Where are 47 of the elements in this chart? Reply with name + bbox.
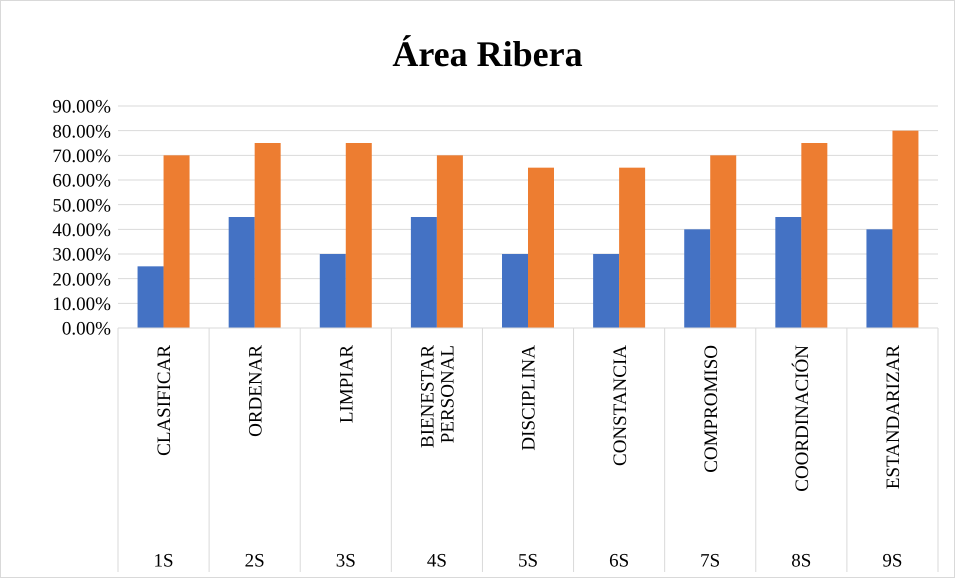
text: 4S [426,550,447,572]
y-tick-label: 80.00% [52,121,112,142]
y-tick-label: 30.00% [52,244,112,266]
text: 8S [791,550,812,572]
bar [138,266,164,328]
x-tick-label: ORDENAR [245,344,266,437]
bar [410,217,437,328]
y-tick-label: 70.00% [52,146,112,167]
x-tick-label: CONSTANCIA [610,344,631,466]
bar [775,217,802,328]
bar [801,143,828,328]
chart-title: Área Ribera [392,34,583,74]
bar [254,143,281,328]
text: 5S [518,550,538,572]
x-tick-label: DISCIPLINA [518,344,540,451]
text: 9S [882,550,902,572]
bar [866,229,892,328]
bar [528,168,554,328]
bar [502,254,528,328]
text: 7S [700,550,720,572]
bar [320,254,346,328]
bar [164,155,190,328]
x-tick-label: LIMPIAR [336,344,358,424]
x-tick-label: ESTANDARIZAR [883,344,904,490]
text: 6S [609,550,630,572]
bar [593,254,620,328]
y-tick-label: 40.00% [52,220,112,241]
x-tick-label: BIENESTAR PERSONAL [418,344,459,448]
bar [710,155,736,328]
text: 2S [244,550,265,572]
x-tick-label: COMPROMISO [700,345,722,473]
y-tick-label: 20.00% [52,269,112,290]
y-tick-label: 60.00% [52,170,112,192]
text: 3S [336,550,356,572]
x-tick-label: CLASIFICAR [154,344,176,456]
bar [228,217,255,328]
bar [684,229,710,328]
bar [619,168,646,328]
bar [892,130,918,328]
x-tick-label: COORDINACIÓN [790,344,813,492]
text: 1S [154,550,174,572]
bar [436,155,463,328]
y-tick-label: 10.00% [52,294,112,315]
bar [346,143,372,328]
y-tick-label: 50.00% [52,195,112,216]
y-tick-label: 0.00% [62,318,112,340]
y-tick-label: 90.00% [52,96,112,118]
